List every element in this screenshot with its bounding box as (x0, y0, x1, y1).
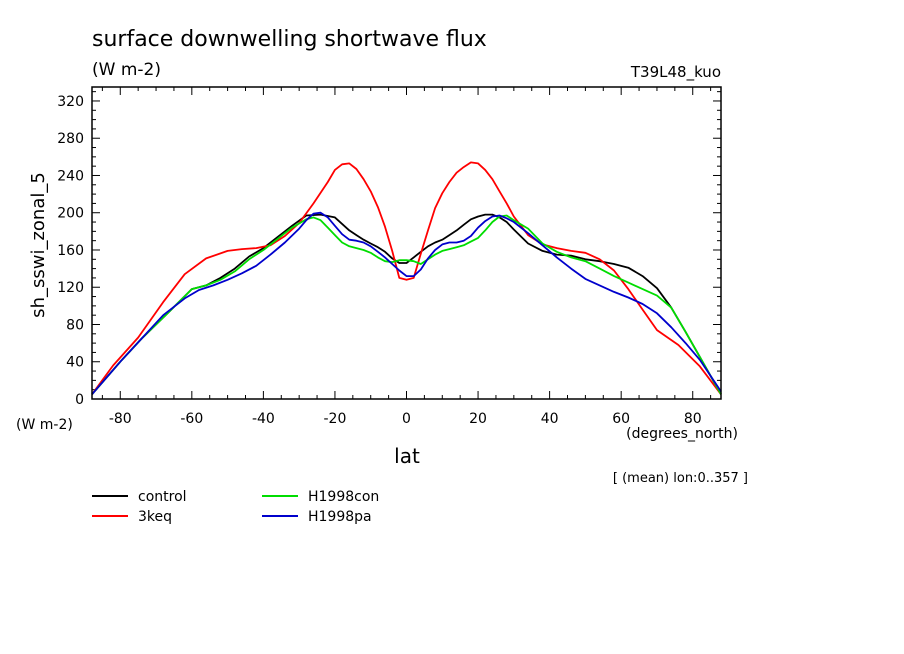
x-axis-label: lat (394, 444, 420, 468)
legend-label: H1998con (308, 489, 379, 505)
x-tick-label: 60 (612, 411, 630, 427)
x-tick-label: 40 (541, 411, 559, 427)
x-tick-label: 80 (684, 411, 702, 427)
x-tick-label: -20 (324, 411, 347, 427)
y-tick-label: 120 (57, 280, 84, 296)
x-units-label: (degrees_north) (626, 426, 738, 442)
x-tick-label: 0 (402, 411, 411, 427)
y-tick-label: 160 (57, 243, 84, 259)
y-tick-label: 200 (57, 206, 84, 222)
y-tick-label: 240 (57, 168, 84, 184)
x-tick-label: -80 (109, 411, 132, 427)
legend-label: control (138, 489, 187, 505)
y-tick-label: 320 (57, 94, 84, 110)
x-tick-label: -60 (180, 411, 203, 427)
series-lines (91, 161, 722, 395)
chart-title: surface downwelling shortwave flux (92, 27, 487, 52)
y-units-label: (W m-2) (16, 417, 73, 433)
x-tick-label: 20 (469, 411, 487, 427)
x-tick-label: -40 (252, 411, 275, 427)
series-line-control (91, 213, 722, 395)
y-tick-label: 0 (75, 392, 84, 408)
legend-label: H1998pa (308, 509, 372, 525)
series-line-H1998con (91, 214, 722, 395)
series-line-3keq (91, 161, 722, 395)
y-tick-label: 80 (66, 317, 84, 333)
plot-frame (91, 86, 722, 400)
y-tick-label: 280 (57, 131, 84, 147)
legend: control 3keq H1998con H1998pa (92, 489, 379, 525)
axis-ticks: 0 40 80 120 160 200 240 280 320 -80 -60 -40 -20 0 20 40… (57, 87, 721, 427)
series-line-H1998pa (91, 211, 722, 395)
legend-label: 3keq (138, 509, 172, 525)
y-axis-label: sh_sswi_zonal_5 (28, 172, 49, 318)
run-label: T39L48_kuo (630, 63, 721, 82)
mean-note: [ (mean) lon:0..357 ] (613, 471, 748, 486)
chart-subtitle: (W m-2) (92, 60, 161, 80)
y-tick-label: 40 (66, 355, 84, 371)
